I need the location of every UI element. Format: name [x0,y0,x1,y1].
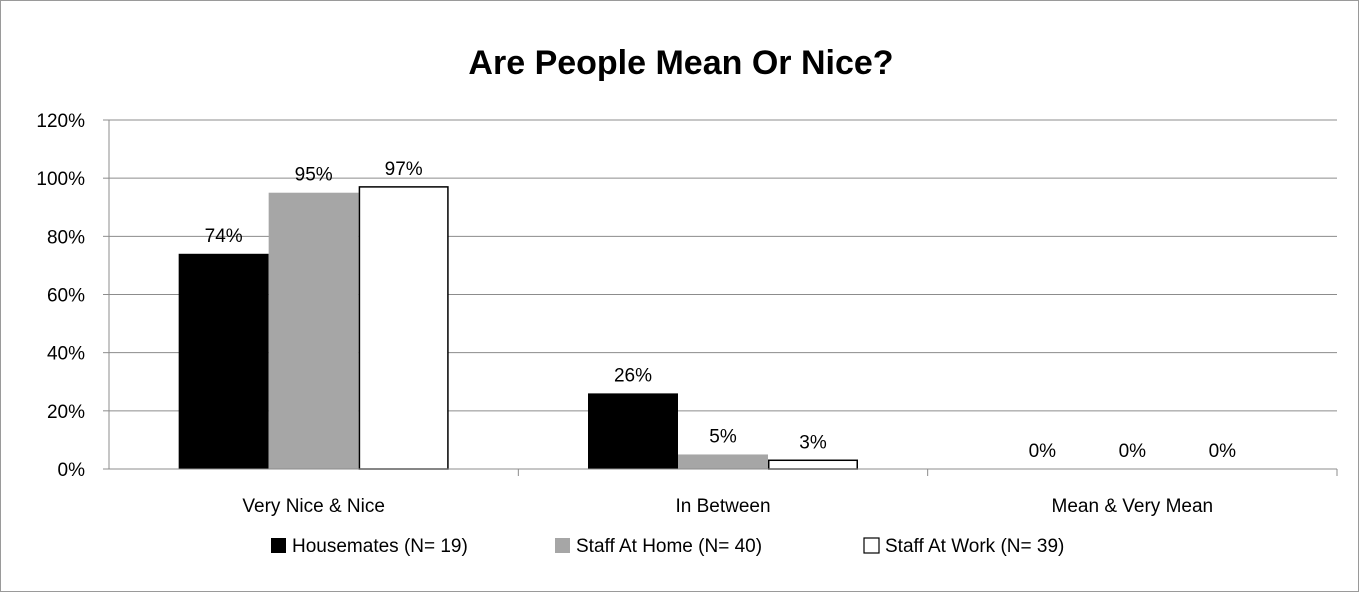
legend-label: Staff At Home (N= 40) [576,536,762,557]
legend-label: Staff At Work (N= 39) [885,536,1064,557]
y-tick-label: 40% [47,344,85,365]
y-tick-label: 60% [47,286,85,307]
data-label: 3% [799,432,827,453]
legend-label: Housemates (N= 19) [292,536,468,557]
x-category-label: Very Nice & Nice [242,496,385,517]
data-labels: 74% 95% 97% 26% 5% 3% 0% 0% 0% [205,159,1237,462]
bar [768,459,858,470]
y-tick-label: 0% [58,460,86,481]
x-category-label: Mean & Very Mean [1052,496,1214,517]
legend-swatch [555,538,570,553]
y-tick-label: 80% [47,227,85,248]
y-tick-label: 120% [36,111,85,132]
x-category-label: In Between [675,496,770,517]
data-label: 0% [1209,441,1237,462]
legend-swatch [863,537,880,554]
data-label: 97% [385,159,423,180]
y-tick-label: 20% [47,402,85,423]
bars [178,186,858,470]
chart-title: Are People Mean Or Nice? [468,44,893,82]
data-label: 26% [614,365,652,386]
bar [178,253,269,469]
data-label: 0% [1029,441,1057,462]
data-label: 0% [1119,441,1147,462]
axes: 0% 20% 40% 60% 80% 100% 120% Very Nice & Nice In… [36,111,1338,517]
data-label: 95% [295,165,333,186]
bar [678,454,768,469]
legend-swatch [271,538,286,553]
y-tick-label: 100% [36,169,85,190]
bar [588,393,678,469]
data-label: 5% [709,426,737,447]
bar [358,186,449,470]
legend: Housemates (N= 19) Staff At Home (N= 40) S… [271,536,1064,557]
data-label: 74% [205,226,243,247]
bar [268,192,359,470]
